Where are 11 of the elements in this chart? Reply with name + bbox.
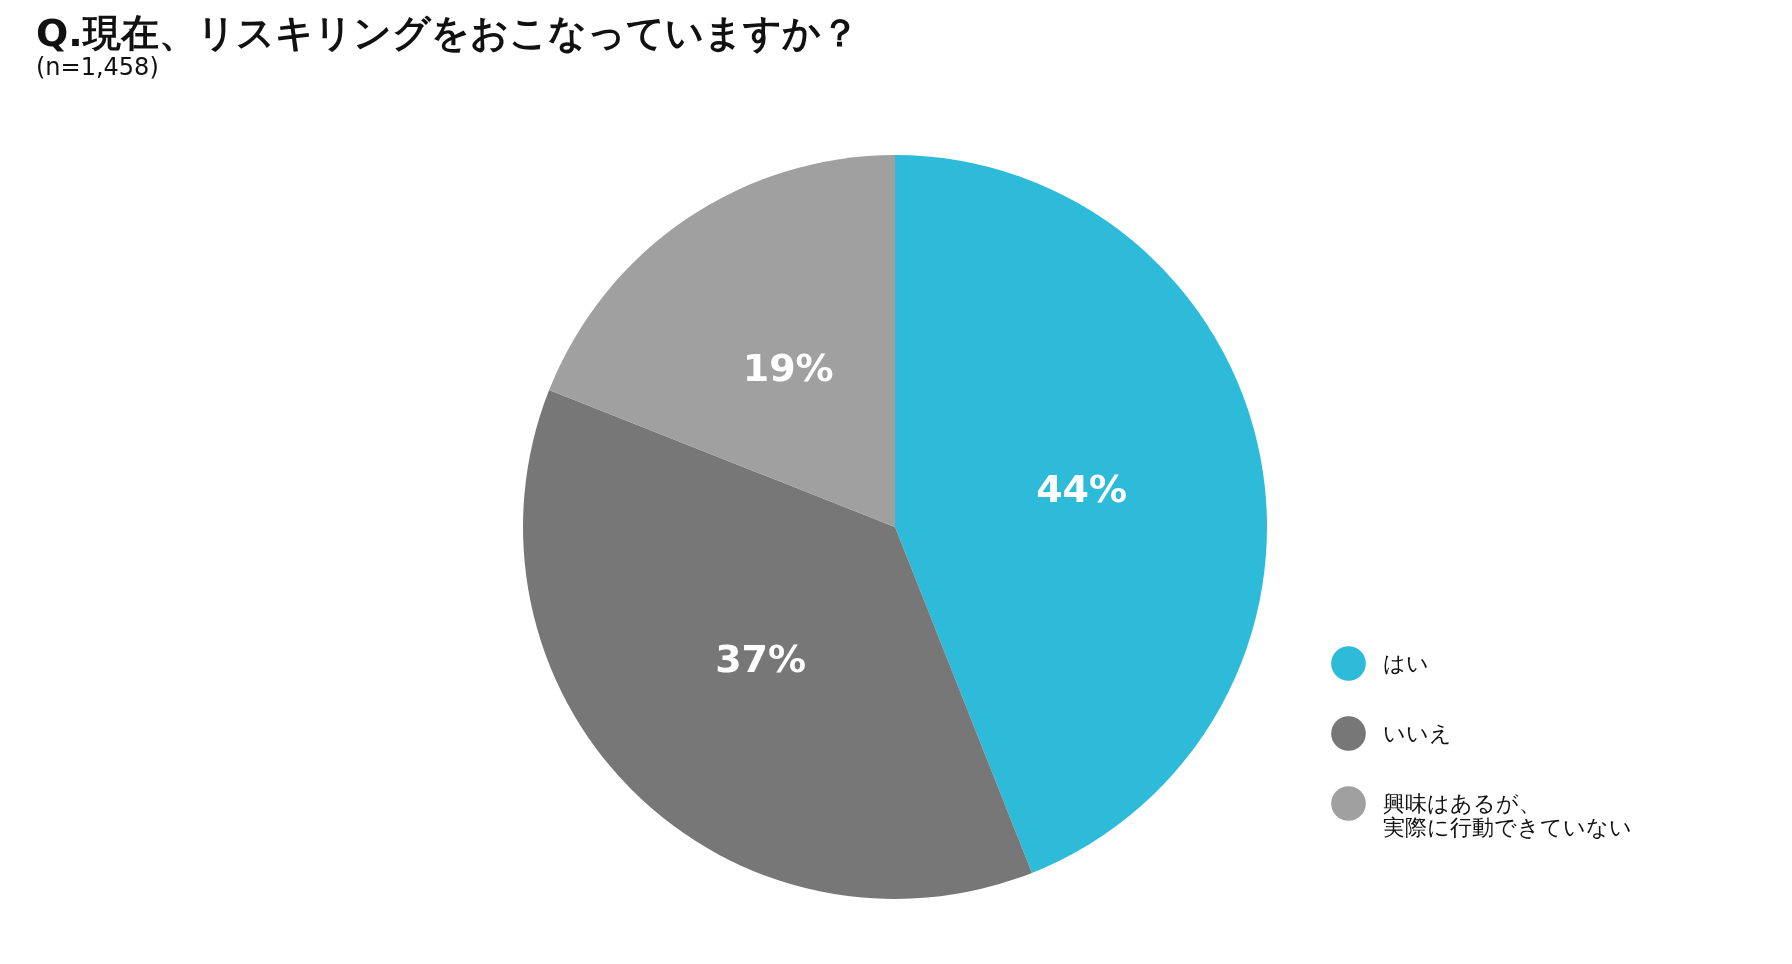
data-label: 37%	[715, 637, 807, 682]
legend-label: 興味はあるが、実際に行動できていない	[1383, 790, 1632, 840]
pie-slice	[523, 390, 1032, 899]
data-label: 44%	[1036, 467, 1128, 512]
text: (n=1,458)	[36, 53, 159, 81]
data-label: 19%	[742, 345, 834, 390]
pie-slice	[549, 155, 895, 527]
legend-label: はい	[1383, 650, 1429, 676]
chart-title: Q.現在、リスキリングをおこなっていますか？	[36, 11, 859, 55]
pie-slice	[895, 155, 1267, 873]
legend-label: いいえ	[1383, 720, 1452, 746]
